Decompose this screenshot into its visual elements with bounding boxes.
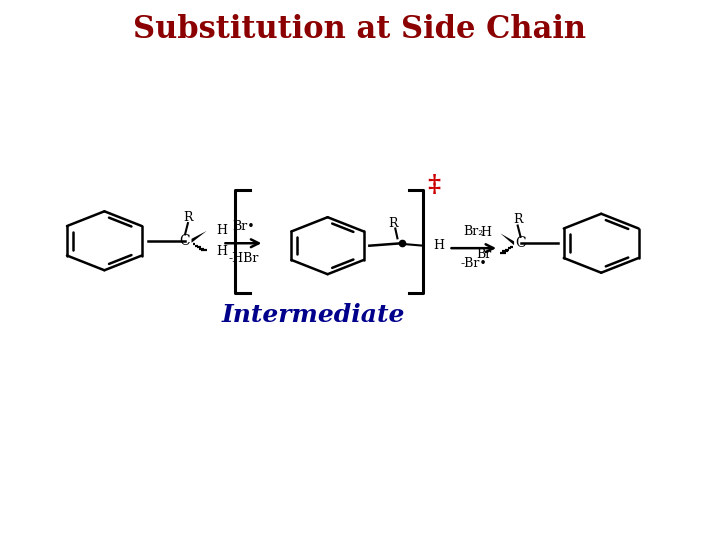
- Text: R: R: [388, 217, 398, 230]
- Text: Laboratory of Molecular Spectroscopy & Nano Materials, Pusan National University: Laboratory of Molecular Spectroscopy & N…: [32, 509, 688, 522]
- Text: H: H: [481, 226, 492, 239]
- Text: -HBr: -HBr: [228, 252, 258, 265]
- Polygon shape: [192, 231, 207, 243]
- Text: R: R: [513, 213, 523, 226]
- Text: R: R: [183, 211, 193, 224]
- Text: Br: Br: [477, 247, 492, 261]
- Text: Br•: Br•: [232, 220, 255, 233]
- Text: C: C: [180, 234, 190, 248]
- Text: Intermediate: Intermediate: [222, 303, 405, 327]
- Text: H: H: [216, 224, 227, 237]
- Text: C: C: [516, 236, 526, 250]
- Text: H: H: [216, 245, 227, 258]
- Polygon shape: [500, 233, 514, 245]
- Text: Br₂: Br₂: [464, 225, 484, 238]
- Text: -Br•: -Br•: [460, 257, 487, 270]
- Text: ‡: ‡: [428, 173, 441, 197]
- Text: Substitution at Side Chain: Substitution at Side Chain: [133, 14, 587, 45]
- Text: H: H: [433, 239, 444, 252]
